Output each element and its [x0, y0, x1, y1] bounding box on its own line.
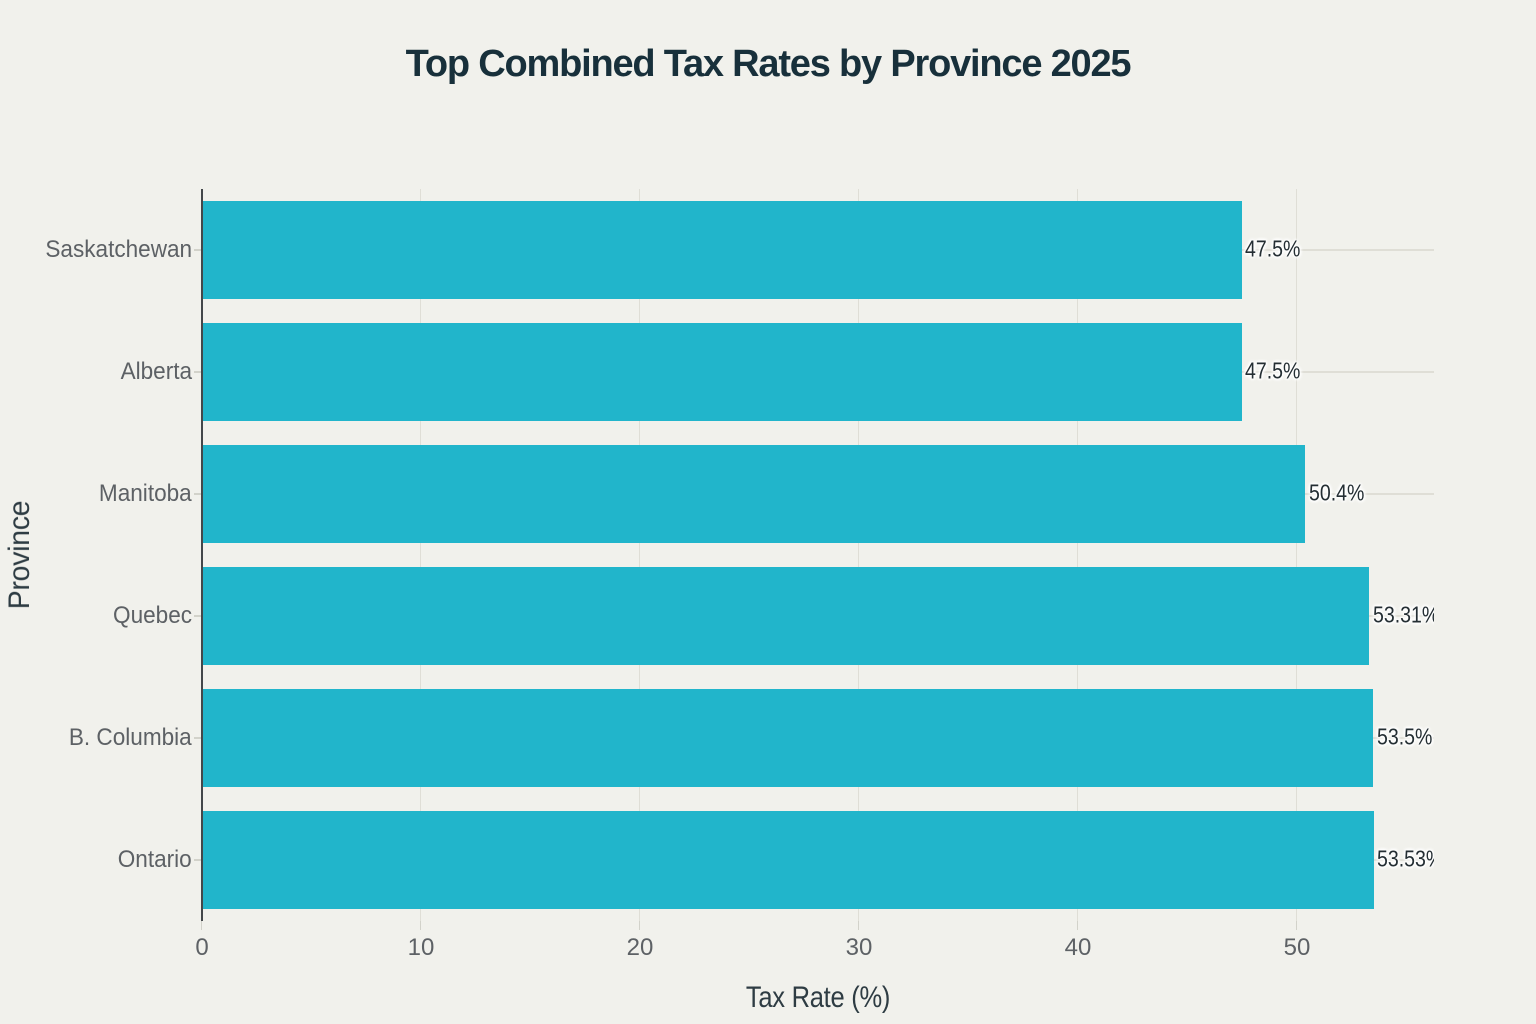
value-label-3: 53.31% — [1372, 601, 1435, 628]
y-tick-5 — [193, 859, 202, 861]
bar-saskatchewan — [202, 201, 1242, 299]
bar-ontario — [202, 811, 1374, 909]
value-label-4: 53.5% — [1376, 723, 1433, 750]
bar-b-columbia — [202, 689, 1374, 787]
x-tick-40 — [1077, 921, 1079, 930]
x-tick-label-30: 30 — [845, 933, 872, 961]
y-tick-label-0: Saskatchewan — [45, 236, 192, 263]
x-tick-label-10: 10 — [407, 933, 435, 961]
y-tick-3 — [193, 615, 202, 617]
gridline-x-10 — [420, 189, 422, 921]
bar-quebec — [202, 567, 1370, 665]
x-tick-label-50: 50 — [1283, 933, 1310, 961]
y-tick-label-1: Alberta — [120, 358, 192, 385]
y-tick-label-5: Ontario — [117, 846, 192, 873]
gridline-x-20 — [639, 189, 641, 921]
y-tick-2 — [193, 493, 202, 495]
x-tick-20 — [639, 921, 641, 930]
y-tick-label-2: Manitoba — [99, 480, 192, 507]
x-tick-label-20: 20 — [626, 933, 654, 961]
y-tick-1 — [193, 371, 202, 373]
y-axis-title: Province — [3, 500, 36, 610]
bar-alberta — [202, 323, 1242, 421]
chart-title: Top Combined Tax Rates by Province 2025 — [405, 42, 1132, 85]
gridline-x-50 — [1295, 189, 1298, 921]
gridline-x-40 — [1076, 189, 1079, 921]
value-label-2: 50.4% — [1308, 479, 1365, 506]
value-labels-layer: 47.5% 47.5% 50.4% 53.31% 53.5% 53.53% — [202, 189, 1435, 921]
y-tick-4 — [193, 737, 202, 739]
x-tick-30 — [858, 921, 860, 930]
x-tick-0 — [201, 921, 203, 930]
y-axis-line — [200, 189, 203, 921]
x-tick-10 — [420, 921, 422, 930]
value-label-1: 47.5% — [1245, 357, 1301, 384]
x-tick-label-40: 40 — [1064, 933, 1091, 961]
value-label-0: 47.5% — [1245, 235, 1301, 262]
bar-manitoba — [202, 445, 1306, 543]
y-tick-0 — [193, 249, 202, 251]
x-axis-title: Tax Rate (%) — [745, 981, 891, 1014]
value-label-5: 53.53% — [1377, 845, 1434, 872]
x-tick-label-0: 0 — [195, 933, 209, 961]
y-tick-label-3: Quebec — [112, 602, 192, 629]
gridline-x-30 — [857, 189, 860, 921]
x-tick-50 — [1295, 921, 1298, 930]
y-tick-label-4: B. Columbia — [68, 724, 192, 751]
